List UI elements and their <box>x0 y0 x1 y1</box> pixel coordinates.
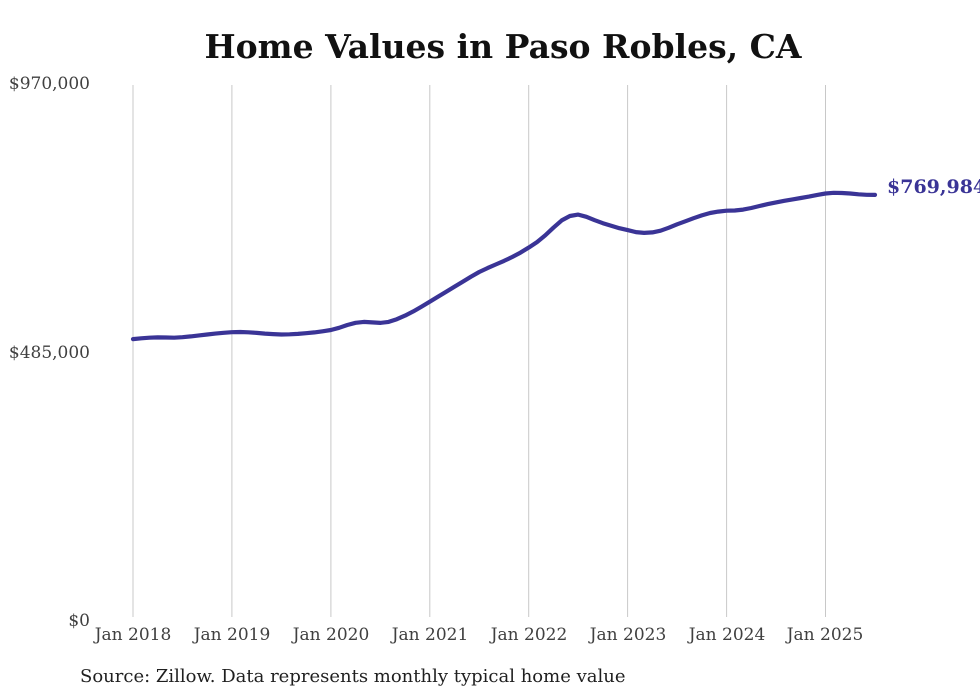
latest-value-label: $769,984 <box>887 176 980 198</box>
x-axis-tick-label: Jan 2025 <box>786 625 864 645</box>
x-axis-tick-label: Jan 2022 <box>490 625 568 645</box>
x-axis-tick-label: Jan 2021 <box>391 625 469 645</box>
y-axis-tick-label: $0 <box>68 611 90 631</box>
y-axis-tick-label: $485,000 <box>8 343 90 363</box>
source-note: Source: Zillow. Data represents monthly … <box>80 666 626 687</box>
x-axis-tick-label: Jan 2020 <box>292 625 370 645</box>
x-axis-tick-label: Jan 2019 <box>193 625 271 645</box>
x-axis-tick-label: Jan 2018 <box>94 625 172 645</box>
x-axis-tick-label: Jan 2023 <box>589 625 667 645</box>
x-axis-tick-label: Jan 2024 <box>688 625 766 645</box>
home-value-series-line <box>130 190 878 342</box>
y-axis-tick-label: $970,000 <box>8 74 90 94</box>
chart-title: Home Values in Paso Robles, CA <box>204 27 802 66</box>
